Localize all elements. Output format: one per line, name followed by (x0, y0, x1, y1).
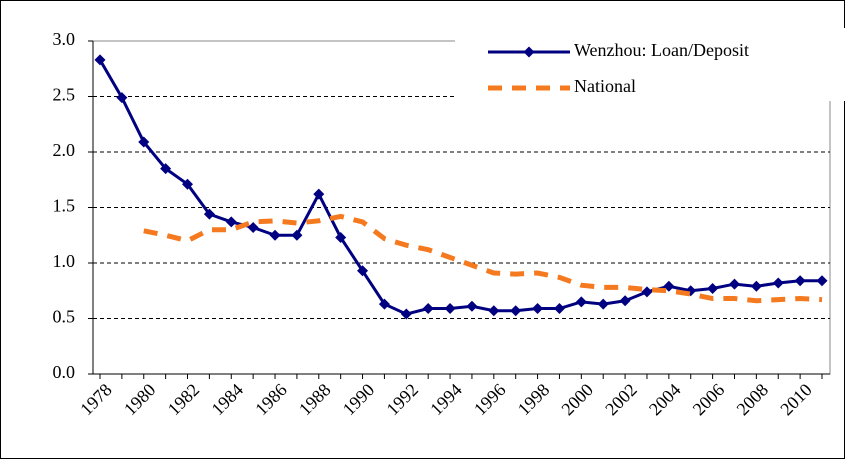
point-marker (575, 296, 587, 308)
legend-label: National (574, 76, 636, 96)
point-marker (94, 54, 106, 66)
point-marker (269, 229, 281, 241)
point-marker (116, 92, 128, 104)
series-line (98, 59, 822, 316)
legend-marker (523, 46, 535, 58)
y-tick-label: 3.0 (53, 29, 76, 49)
point-marker (182, 178, 194, 190)
y-tick-label: 0.5 (53, 307, 76, 327)
y-tick-label: 1.5 (53, 196, 76, 216)
point-marker (400, 308, 412, 320)
series-line (143, 213, 823, 304)
point-marker (772, 277, 784, 289)
point-marker (641, 286, 653, 298)
point-marker (619, 295, 631, 307)
point-marker (816, 275, 828, 287)
point-marker (553, 303, 565, 315)
point-marker (225, 216, 237, 228)
point-marker (335, 231, 347, 243)
point-marker (532, 303, 544, 315)
point-marker (313, 188, 325, 200)
point-marker (357, 265, 369, 277)
point-marker (728, 278, 740, 290)
y-tick-label: 0.0 (53, 362, 76, 382)
point-marker (422, 303, 434, 315)
point-marker (291, 229, 303, 241)
point-marker (597, 298, 609, 310)
point-marker (466, 300, 478, 312)
y-tick-label: 2.5 (53, 85, 76, 105)
point-marker (488, 305, 500, 317)
point-marker (510, 305, 522, 317)
point-marker (138, 136, 150, 148)
point-marker (247, 221, 259, 233)
point-marker (160, 163, 172, 175)
legend-label: Wenzhou: Loan/Deposit (574, 40, 749, 60)
point-marker (750, 280, 762, 292)
point-marker (794, 275, 806, 287)
y-tick-label: 2.0 (53, 140, 76, 160)
point-marker (378, 298, 390, 310)
point-marker (203, 208, 215, 220)
y-tick-label: 1.0 (53, 251, 76, 271)
point-marker (444, 303, 456, 315)
point-marker (707, 283, 719, 295)
